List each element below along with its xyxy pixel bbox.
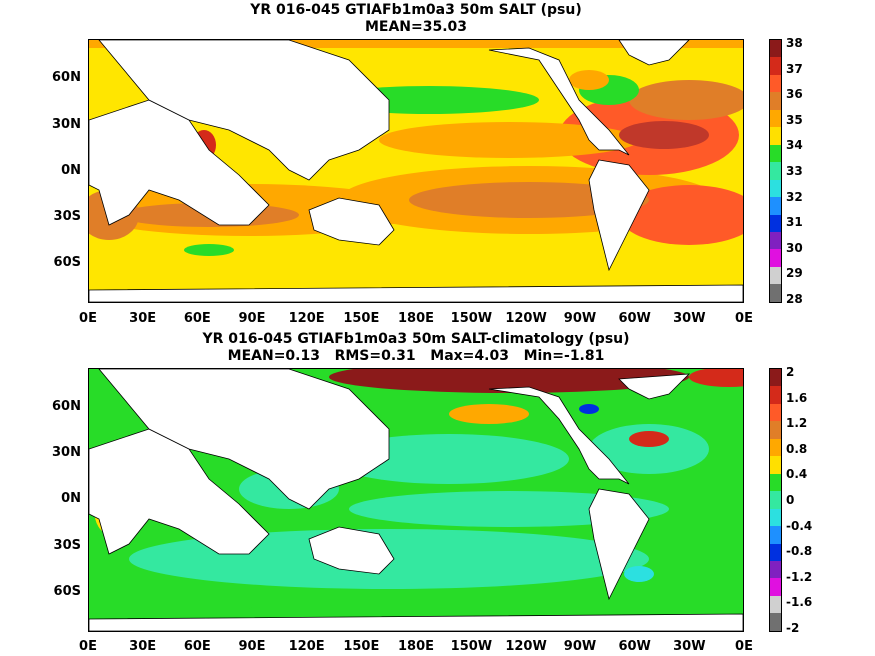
colorbar-tick-label: 0.8 (786, 441, 808, 456)
panel1-title: YR 016-045 GTIAFb1m0a3 50m SALT (psu) MEA… (250, 2, 582, 35)
lon-label: 120W (505, 311, 547, 326)
colorbar-swatch (770, 595, 781, 614)
lat-label: 60N (52, 70, 81, 85)
colorbar-tick-label: 30 (786, 240, 803, 255)
colorbar-tick-label: 33 (786, 164, 803, 178)
panel1-map-field (89, 40, 743, 302)
colorbar-swatch (770, 578, 781, 596)
lat-label: 30N (52, 445, 81, 460)
colorbar-swatch (770, 438, 781, 457)
lon-label: 30E (129, 639, 157, 654)
colorbar-swatch (770, 491, 781, 509)
lon-label: 180E (397, 311, 435, 326)
colorbar-tick-label: -2 (786, 621, 800, 635)
colorbar-swatch (770, 560, 781, 579)
colorbar-swatch (770, 57, 781, 75)
colorbar-tick-label: 35 (786, 112, 803, 127)
lat-label: 0N (61, 491, 81, 506)
panel2-map-field (89, 369, 743, 631)
colorbar-tick-label: 34 (786, 138, 803, 153)
colorbar-swatch (770, 127, 781, 145)
colorbar-swatch (770, 543, 781, 561)
colorbar-swatch (770, 74, 781, 93)
colorbar-swatch (770, 109, 781, 128)
lat-label: 60S (53, 255, 81, 270)
colorbar-swatch (770, 386, 781, 404)
colorbar-swatch (770, 526, 781, 544)
colorbar-swatch (770, 508, 781, 527)
colorbar-tick-label: 36 (786, 87, 803, 102)
colorbar-tick-label: -0.8 (786, 544, 813, 559)
lon-label: 0E (735, 639, 753, 654)
lon-label: 90W (563, 311, 597, 326)
lon-label: 120E (288, 639, 325, 654)
colorbar-tick-label: 0.4 (786, 467, 808, 482)
colorbar-swatch (770, 214, 781, 232)
colorbar-tick-label: 0 (786, 493, 795, 507)
panel2-colorbar (769, 368, 782, 632)
lon-label: 0E (79, 311, 97, 326)
lat-label: 30N (52, 117, 81, 132)
colorbar-tick-label: 37 (786, 61, 803, 76)
panel2-map (88, 368, 744, 632)
colorbar-tick-label: -1.2 (786, 569, 813, 584)
colorbar-tick-label: 2 (786, 365, 795, 379)
colorbar-swatch (770, 92, 781, 110)
lon-label: 90E (238, 639, 266, 654)
lon-label: 120E (288, 311, 325, 326)
panel2-title: YR 016-045 GTIAFb1m0a3 50m SALT-climatol… (202, 331, 630, 364)
lon-label: 60E (183, 639, 211, 654)
colorbar-swatch (770, 369, 781, 387)
colorbar-tick-label: 38 (786, 36, 803, 50)
panel1-colorbar (769, 39, 782, 303)
colorbar-swatch (770, 403, 781, 422)
colorbar-swatch (770, 249, 781, 267)
lon-label: 90E (238, 311, 266, 326)
lat-label: 60S (53, 584, 81, 599)
colorbar-tick-label: -1.6 (786, 595, 813, 610)
colorbar-swatch (770, 284, 781, 302)
lon-label: 150E (343, 639, 380, 654)
colorbar-swatch (770, 231, 781, 250)
colorbar-swatch (770, 613, 781, 631)
lat-label: 30S (53, 538, 81, 553)
colorbar-tick-label: 29 (786, 266, 803, 281)
lon-label: 0E (735, 311, 753, 326)
lat-label: 30S (53, 209, 81, 224)
lon-label: 150W (450, 311, 493, 326)
colorbar-tick-label: 1.2 (786, 416, 808, 431)
colorbar-tick-label: 28 (786, 292, 803, 306)
lon-label: 30E (129, 311, 157, 326)
lon-label: 150E (343, 311, 380, 326)
colorbar-swatch (770, 473, 781, 492)
panel1-map (88, 39, 744, 303)
colorbar-tick-label: 1.6 (786, 390, 808, 405)
lat-label: 0N (61, 163, 81, 178)
lon-label: 60W (618, 311, 651, 326)
lon-label: 60E (183, 311, 211, 326)
colorbar-swatch (770, 162, 781, 180)
colorbar-swatch (770, 179, 781, 198)
colorbar-swatch (770, 40, 781, 58)
colorbar-swatch (770, 197, 781, 215)
colorbar-tick-label: 31 (786, 215, 803, 230)
colorbar-tick-label: 32 (786, 189, 803, 204)
lon-label: 180E (397, 639, 435, 654)
lon-label: 90W (563, 639, 597, 654)
lon-label: 120W (505, 639, 547, 654)
colorbar-swatch (770, 456, 781, 474)
colorbar-swatch (770, 144, 781, 163)
lon-label: 0E (79, 639, 97, 654)
colorbar-tick-label: -0.4 (786, 518, 813, 533)
lon-label: 30W (673, 639, 706, 654)
lon-label: 150W (450, 639, 493, 654)
lat-label: 60N (52, 399, 81, 414)
lon-label: 30W (673, 311, 706, 326)
colorbar-swatch (770, 421, 781, 439)
colorbar-swatch (770, 266, 781, 285)
lon-label: 60W (618, 639, 651, 654)
